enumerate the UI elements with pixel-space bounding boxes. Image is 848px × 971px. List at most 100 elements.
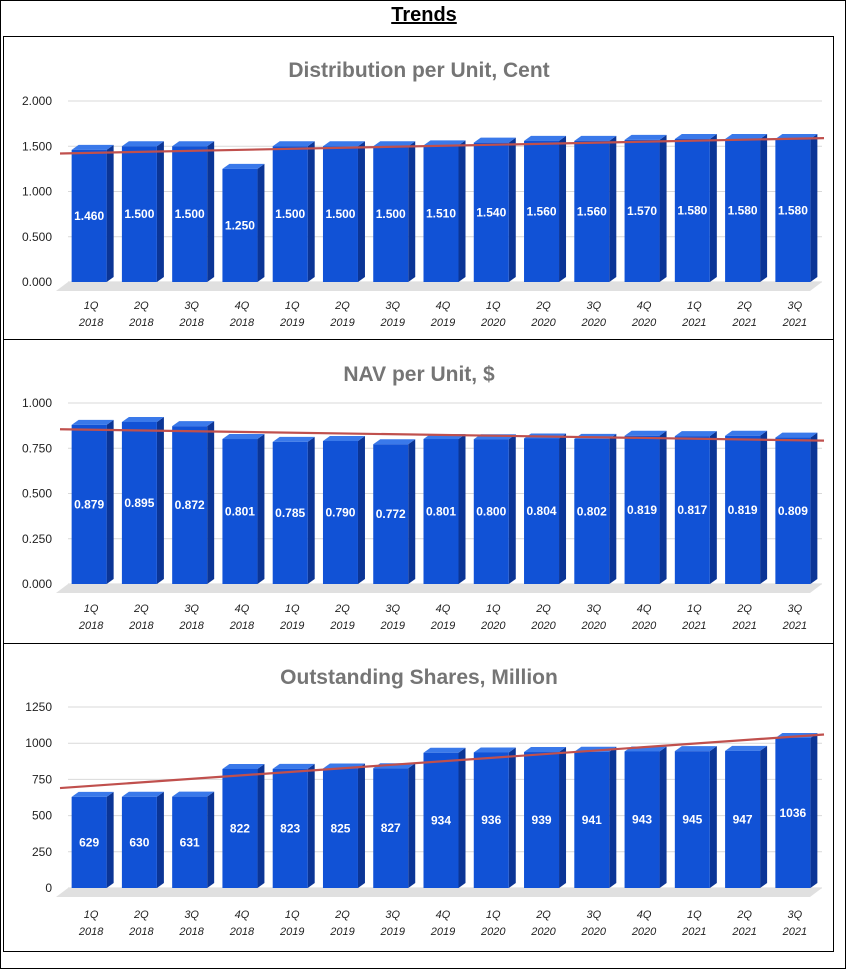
x-tick-label-quarter: 1Q xyxy=(285,300,300,312)
bar-side xyxy=(559,433,567,584)
bar xyxy=(172,141,215,282)
data-label: 0.819 xyxy=(728,503,758,517)
x-tick-label-quarter: 4Q xyxy=(637,909,652,921)
bar-top xyxy=(574,135,617,141)
bar xyxy=(775,732,818,888)
data-label: 947 xyxy=(733,812,753,826)
data-label: 0.872 xyxy=(175,498,205,512)
bar-front xyxy=(674,436,710,584)
x-tick-label-year: 2020 xyxy=(581,926,607,938)
x-tick-label-year: 2020 xyxy=(530,926,556,938)
x-tick-label-year: 2018 xyxy=(78,620,104,632)
bar-top xyxy=(71,419,114,425)
x-tick-label-year: 2018 xyxy=(78,317,104,329)
x-tick-label-year: 2019 xyxy=(430,317,455,329)
trendline xyxy=(59,733,825,790)
bar-top xyxy=(624,430,667,436)
bar xyxy=(775,432,818,584)
bar-side xyxy=(357,436,365,584)
x-tick-label-quarter: 1Q xyxy=(687,300,702,312)
x-tick-label-quarter: 2Q xyxy=(133,603,149,615)
x-tick-label-quarter: 3Q xyxy=(184,909,199,921)
bar-side xyxy=(609,433,617,584)
bar-side xyxy=(458,434,466,584)
bar-front xyxy=(725,750,761,888)
bar xyxy=(222,163,265,282)
bar xyxy=(272,436,315,584)
bar xyxy=(373,439,416,584)
x-tick-label-year: 2020 xyxy=(480,317,506,329)
bar xyxy=(775,134,818,282)
bar-top xyxy=(222,163,265,169)
bar-front xyxy=(373,768,409,888)
data-label: 0.817 xyxy=(677,503,707,517)
x-tick-label-year: 2020 xyxy=(631,926,657,938)
data-label: 945 xyxy=(682,813,702,827)
bar-top xyxy=(322,436,365,442)
data-label: 823 xyxy=(280,821,300,835)
bar-side xyxy=(810,432,818,584)
x-tick-label-year: 2021 xyxy=(681,620,706,632)
x-tick-label-year: 2021 xyxy=(731,620,756,632)
x-tick-label-year: 2018 xyxy=(128,317,154,329)
x-tick-label-quarter: 1Q xyxy=(687,909,702,921)
data-label: 1.500 xyxy=(376,207,406,221)
bar-top xyxy=(775,432,818,438)
chart-title: Outstanding Shares, Million xyxy=(280,666,558,689)
y-tick-label: 750 xyxy=(32,772,52,786)
bar-side xyxy=(106,791,114,888)
y-tick-label: 0.500 xyxy=(22,230,52,244)
bar-top xyxy=(373,141,416,147)
x-tick-label-year: 2020 xyxy=(530,620,556,632)
bar-front xyxy=(624,435,660,584)
x-tick-label-year: 2020 xyxy=(631,317,657,329)
bar xyxy=(222,434,265,584)
x-tick-label-quarter: 1Q xyxy=(486,909,501,921)
bar-top xyxy=(172,791,215,797)
bar-side xyxy=(609,135,617,282)
x-tick-label-year: 2019 xyxy=(379,620,404,632)
bar xyxy=(725,430,768,584)
x-tick-label-year: 2020 xyxy=(581,620,607,632)
data-label: 0.809 xyxy=(778,504,808,518)
page-title: Trends xyxy=(391,4,457,26)
bar-front xyxy=(322,441,358,584)
bar-side xyxy=(659,430,667,584)
bar-side xyxy=(307,763,315,888)
bar-top xyxy=(121,791,164,797)
x-tick-label-quarter: 2Q xyxy=(133,300,149,312)
x-tick-label-quarter: 2Q xyxy=(133,909,149,921)
bar xyxy=(373,763,416,888)
bar-front xyxy=(222,768,258,888)
x-tick-label-year: 2019 xyxy=(329,620,354,632)
bar-side xyxy=(307,436,315,584)
x-tick-label-quarter: 3Q xyxy=(788,909,803,921)
bar-side xyxy=(810,732,818,888)
x-tick-label-quarter: 3Q xyxy=(586,603,601,615)
bar-front xyxy=(172,146,208,282)
bar-side xyxy=(458,140,466,282)
bar-front xyxy=(71,796,107,888)
x-tick-label-quarter: 4Q xyxy=(436,300,451,312)
bar xyxy=(322,436,365,584)
x-tick-label-quarter: 3Q xyxy=(385,603,400,615)
x-tick-label-year: 2021 xyxy=(681,926,706,938)
shares-chart-panel: Outstanding Shares, Million 0 250 500 750 100… xyxy=(3,643,834,952)
y-tick-label: 0.750 xyxy=(22,441,52,455)
data-label: 825 xyxy=(330,821,350,835)
bar xyxy=(71,419,114,584)
data-label: 1.540 xyxy=(476,205,506,219)
bar-side xyxy=(559,135,567,282)
x-tick-label-quarter: 4Q xyxy=(637,603,652,615)
x-tick-label-year: 2019 xyxy=(430,620,455,632)
data-label: 822 xyxy=(230,821,250,835)
x-tick-label-year: 2021 xyxy=(782,926,807,938)
bar xyxy=(624,746,667,888)
x-tick-label-year: 2021 xyxy=(731,926,756,938)
data-label: 1.500 xyxy=(175,207,205,221)
data-label: 1.560 xyxy=(577,204,607,218)
bar xyxy=(674,431,717,584)
x-tick-label-year: 2020 xyxy=(480,620,506,632)
bar-front xyxy=(574,438,610,584)
bar xyxy=(674,746,717,888)
